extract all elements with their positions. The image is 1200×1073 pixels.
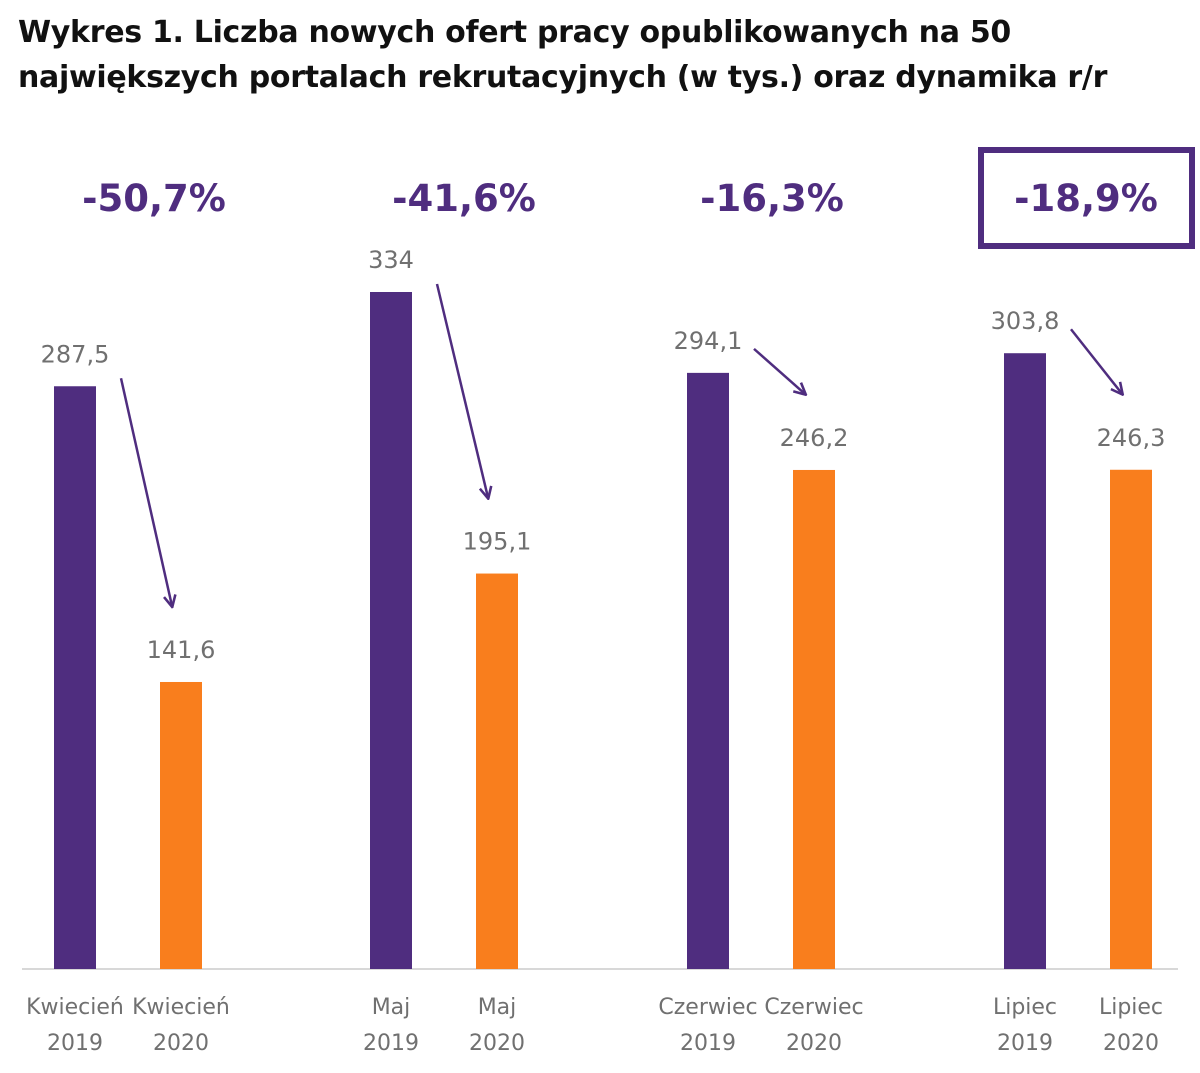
bar-czerwiec-2019 bbox=[687, 372, 729, 970]
category-label-lipiec-2020: Lipiec 2020 bbox=[1099, 995, 1163, 1056]
change-label-kwiecień: -50,7% bbox=[82, 177, 226, 220]
bar-maj-2020 bbox=[476, 573, 518, 969]
value-label-czerwiec-2020: 246,2 bbox=[780, 424, 849, 452]
highlight-box-lipiec bbox=[978, 147, 1195, 249]
value-label-lipiec-2019: 303,8 bbox=[991, 307, 1060, 335]
arrow-maj bbox=[435, 283, 488, 498]
category-label-kwiecień-2020: Kwiecień 2020 bbox=[132, 995, 230, 1056]
arrow-czerwiec bbox=[753, 347, 805, 394]
chart-marks: 287,5 Kwiecień 2019 141,6 Kwiecień 2020 -50,7%… bbox=[26, 147, 1195, 1056]
bar-kwiecień-2019 bbox=[54, 386, 96, 969]
value-label-maj-2020: 195,1 bbox=[463, 528, 532, 556]
bar-kwiecień-2020 bbox=[160, 681, 202, 969]
change-label-czerwiec: -16,3% bbox=[700, 177, 844, 220]
category-label-maj-2019: Maj 2019 bbox=[363, 995, 419, 1056]
category-label-maj-2020: Maj 2020 bbox=[469, 995, 525, 1056]
arrow-lipiec bbox=[1070, 328, 1122, 394]
bar-lipiec-2019 bbox=[1004, 353, 1046, 970]
category-label-czerwiec-2019: Czerwiec 2019 bbox=[658, 995, 757, 1056]
value-label-kwiecień-2019: 287,5 bbox=[41, 340, 110, 368]
arrow-kwiecień bbox=[119, 377, 172, 606]
category-label-lipiec-2019: Lipiec 2019 bbox=[993, 995, 1057, 1056]
value-label-kwiecień-2020: 141,6 bbox=[147, 636, 216, 664]
category-label-czerwiec-2020: Czerwiec 2020 bbox=[764, 995, 863, 1056]
bar-czerwiec-2020 bbox=[793, 469, 835, 969]
bar-lipiec-2020 bbox=[1110, 469, 1152, 969]
value-label-maj-2019: 334 bbox=[368, 246, 414, 274]
change-label-lipiec: -18,9% bbox=[1014, 177, 1158, 220]
category-label-kwiecień-2019: Kwiecień 2019 bbox=[26, 995, 124, 1056]
value-label-lipiec-2020: 246,3 bbox=[1097, 424, 1166, 452]
value-label-czerwiec-2019: 294,1 bbox=[674, 327, 743, 355]
bar-maj-2019 bbox=[370, 292, 412, 969]
chart-title: Wykres 1. Liczba nowych ofert pracy opub… bbox=[18, 15, 1108, 95]
change-label-maj: -41,6% bbox=[392, 177, 536, 220]
